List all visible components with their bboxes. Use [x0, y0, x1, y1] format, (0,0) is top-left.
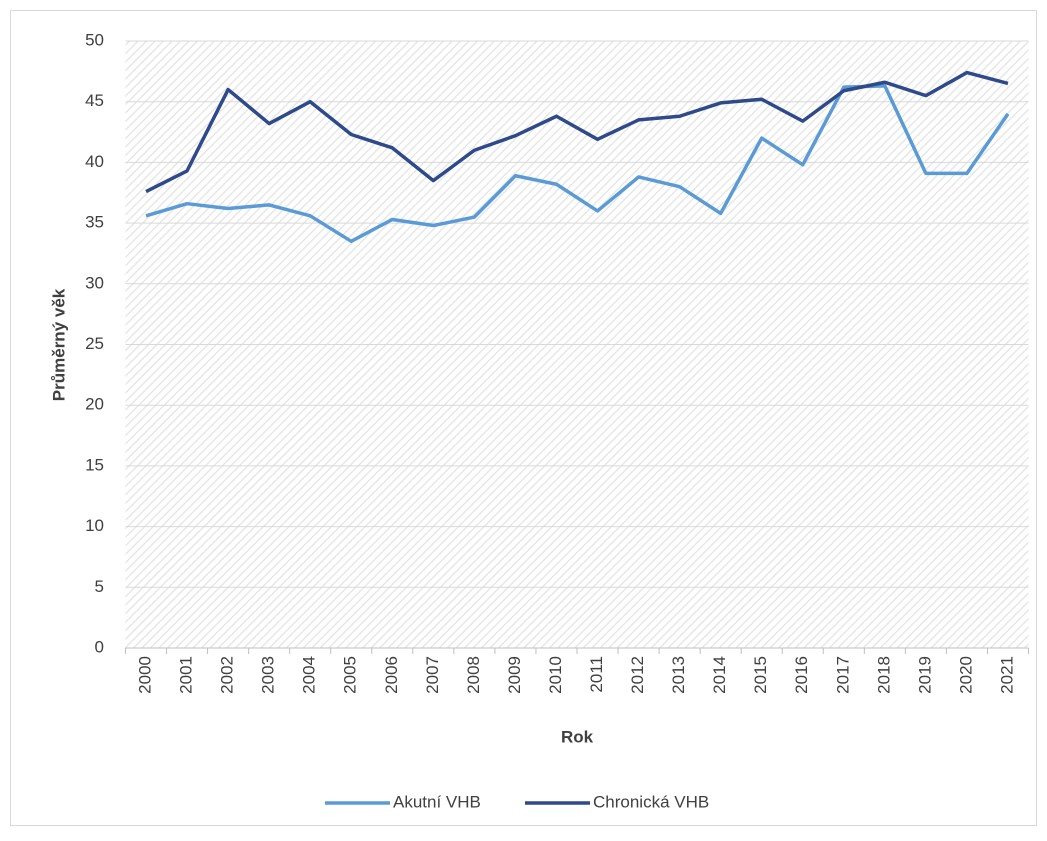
x-tick-label: 2015: [751, 656, 770, 694]
y-tick-label: 15: [85, 455, 104, 474]
y-tick-label: 20: [85, 395, 104, 414]
x-axis-label: Rok: [561, 727, 594, 746]
x-tick-label: 2018: [874, 656, 893, 694]
x-tick-label: 2001: [177, 656, 196, 694]
y-tick-label: 50: [85, 30, 104, 49]
x-tick-label: 2020: [956, 656, 975, 694]
y-tick-label: 0: [95, 637, 104, 656]
x-tick-label: 2000: [136, 656, 155, 694]
x-tick-label: 2007: [423, 656, 442, 694]
y-tick-label: 35: [85, 213, 104, 232]
y-tick-label: 25: [85, 334, 104, 353]
series-line: [145, 70, 1009, 194]
x-tick-label: 2019: [915, 656, 934, 694]
x-tick-label: 2008: [464, 656, 483, 694]
x-tick-label: 2006: [382, 656, 401, 694]
x-tick-label: 2014: [710, 656, 729, 694]
y-axis-label: Průměrný věk: [49, 288, 68, 401]
x-tick-label: 2021: [997, 656, 1016, 694]
x-tick-label: 2003: [259, 656, 278, 694]
x-tick-label: 2009: [505, 656, 524, 694]
y-tick-label: 30: [85, 273, 104, 292]
x-tick-label: 2004: [300, 656, 319, 694]
legend-label: Akutní VHB: [393, 792, 481, 811]
y-tick-label: 45: [85, 91, 104, 110]
x-tick-label: 2002: [218, 656, 237, 694]
y-tick-label: 40: [85, 152, 104, 171]
x-tick-label: 2011: [587, 656, 606, 693]
x-tick-label: 2013: [669, 656, 688, 694]
y-tick-label: 5: [95, 577, 104, 596]
x-tick-label: 2010: [546, 656, 565, 694]
x-tick-label: 2012: [628, 656, 647, 694]
x-tick-label: 2016: [792, 656, 811, 694]
x-tick-label: 2005: [341, 656, 360, 694]
x-tick-label: 2017: [833, 656, 852, 694]
y-tick-label: 10: [85, 516, 104, 535]
legend-label: Chronická VHB: [593, 792, 709, 811]
